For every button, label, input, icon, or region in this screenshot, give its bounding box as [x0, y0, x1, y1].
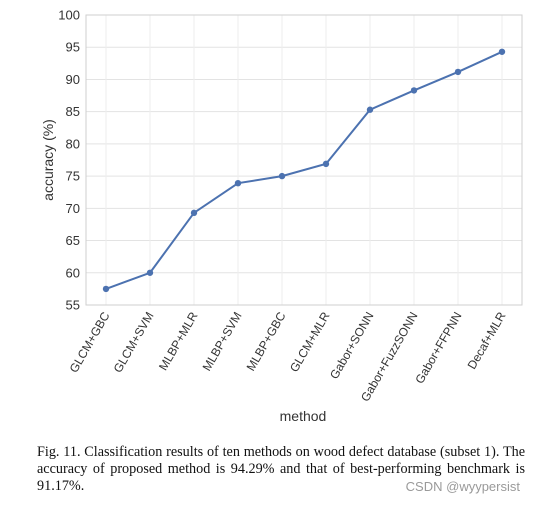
y-tick-label: 55 — [66, 298, 80, 313]
x-tick-label: MLBP+MLR — [156, 309, 201, 373]
y-tick-label: 85 — [66, 104, 80, 119]
data-point — [454, 68, 462, 76]
y-tick-label: 95 — [66, 40, 80, 55]
y-tick-label: 80 — [66, 136, 80, 151]
x-tick-label: GLCM+MLR — [287, 309, 333, 374]
data-point — [410, 87, 418, 94]
data-point — [234, 180, 242, 187]
y-tick-label: 65 — [66, 233, 80, 248]
x-tick-label: GLCM+GBC — [67, 309, 113, 375]
x-tick-label: Gabor+FFPNN — [412, 310, 464, 387]
y-tick-label: 90 — [66, 72, 80, 87]
x-tick-label: Gabor+SONN — [327, 310, 377, 382]
watermark-text: CSDN @wyypersist — [405, 479, 520, 494]
y-axis-title: accuracy (%) — [40, 119, 56, 201]
x-axis-title: method — [280, 408, 327, 424]
data-point — [146, 269, 154, 276]
x-tick-label: MLBP+GBC — [244, 309, 289, 373]
x-tick-label: Decaf+MLR — [465, 309, 509, 371]
data-point — [322, 160, 330, 168]
plot-frame — [85, 14, 523, 306]
x-tick-label: GLCM+SVM — [111, 310, 157, 376]
grid-lines — [86, 14, 522, 306]
data-point — [102, 285, 110, 293]
y-tick-label: 60 — [66, 265, 80, 280]
y-tick-labels: 55 60 65 70 75 80 85 90 95 100 — [58, 8, 80, 313]
data-point — [498, 48, 506, 55]
x-tick-label: MLBP+SVM — [200, 310, 245, 374]
y-tick-label: 75 — [66, 169, 80, 184]
data-point — [278, 172, 286, 180]
y-tick-label: 100 — [58, 8, 80, 23]
data-point — [366, 106, 374, 113]
series-group — [102, 48, 506, 293]
y-tick-label: 70 — [66, 201, 80, 216]
series-line — [105, 50, 503, 290]
figure-caption: Fig. 11. Classification results of ten m… — [37, 444, 525, 494]
data-point — [190, 209, 198, 217]
